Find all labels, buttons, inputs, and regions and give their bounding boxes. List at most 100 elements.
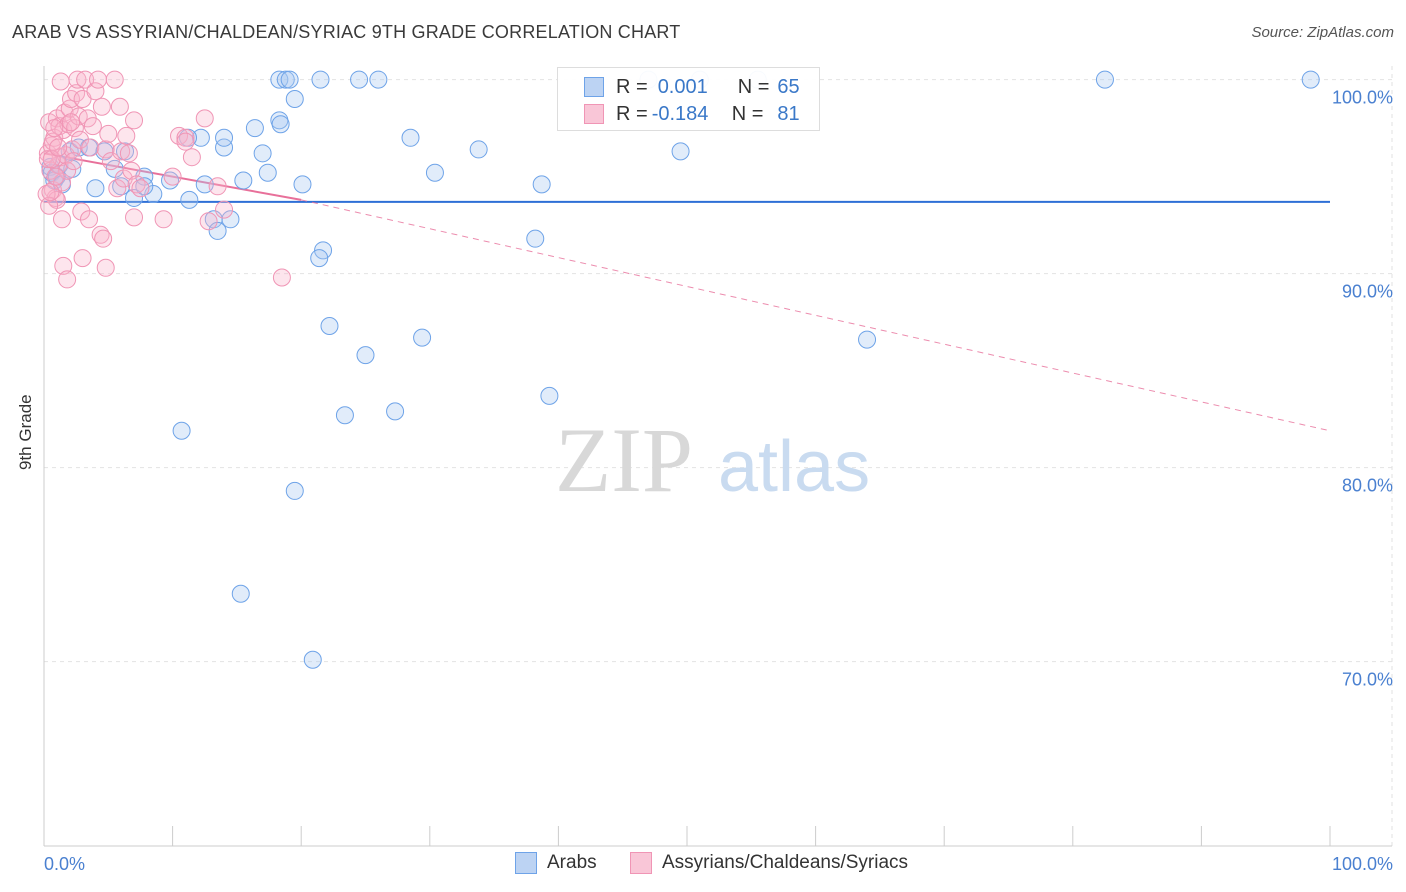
assyrians-point [72,202,91,221]
arabs-point [526,229,545,248]
assyrians-point [96,140,115,159]
r-label: R = [616,102,648,125]
assyrians-point [208,177,227,196]
x-tick-label: 100.0% [1332,854,1393,874]
arabs-point [311,70,330,89]
watermark-zip: ZIP [555,409,693,511]
arabs-point [234,171,253,190]
arabs-point [172,421,191,440]
arabs-point [401,128,420,147]
tick-labels: 70.0% 80.0% 90.0% 100.0% 0.0% 100.0% [44,88,1393,874]
arabs-point [350,70,369,89]
assyrians-point [105,70,124,89]
legend-row-assyrians: R = -0.184 N = 81 [558,101,800,127]
assyrians-point [46,167,65,186]
axes [43,66,1392,847]
assyrians-legend-swatch [630,852,652,874]
arabs-point [469,140,488,159]
assyrians-point [60,99,79,118]
assyrians-point [71,130,90,149]
watermark-atlas: atlas [718,427,870,507]
arabs-legend-label: Arabs [547,852,597,873]
assyrians-point [83,117,102,136]
assyrians-point [92,97,111,116]
arabs-point [191,128,210,147]
assyrians-point [45,119,64,138]
assyrians-point [110,97,129,116]
arabs-point [280,70,299,89]
trend-lines [43,152,1331,432]
watermark: ZIP atlas [555,409,870,511]
arabs-legend-swatch [515,852,537,874]
assyrians-point [163,167,182,186]
arabs-point [1095,70,1114,89]
assyrians-point [96,258,115,277]
arabs-point [532,175,551,194]
assyrians-point [125,208,144,227]
assyrians-point [199,212,218,231]
n-label: N = [731,102,764,125]
legend-item-arabs[interactable]: Arabs [515,852,597,874]
arabs-point [208,221,227,240]
arabs-point [215,138,234,157]
arabs-point [180,190,199,209]
arabs-point [413,328,432,347]
assyrians-point [54,256,73,275]
arabs-point [356,346,375,365]
x-tick-label: 0.0% [44,854,85,874]
assyrians-point [94,229,113,248]
assyrians-n-value: 81 [777,102,800,125]
assyrians-point [44,132,63,151]
assyrians-point [119,144,138,163]
assyrians-point [42,150,61,169]
assyrians-point [63,140,82,159]
chart-title: ARAB VS ASSYRIAN/CHALDEAN/SYRIAC 9TH GRA… [12,22,681,42]
assyrians-point [81,138,100,157]
legend-item-assyrians[interactable]: Assyrians/Chaldeans/Syriacs [630,852,908,874]
arabs-point [303,650,322,669]
arabs-point [335,406,354,425]
assyrians-point [131,179,150,198]
assyrians-point [58,270,77,289]
assyrians-point [51,72,70,91]
assyrians-point [195,109,214,128]
arabs-point [858,330,877,349]
arabs-point [270,70,289,89]
arabs-point [540,386,559,405]
arabs-swatch [584,77,604,97]
assyrians-point [89,70,108,89]
arabs-point [276,70,295,89]
arabs-point [425,163,444,182]
assyrians-point [38,150,57,169]
arabs-point [293,175,312,194]
assyrians-point [117,126,136,145]
arabs-point [221,210,240,229]
arabs-point [258,163,277,182]
y-tick-label: 70.0% [1342,670,1393,690]
assyrians-point [272,268,291,287]
series-legend: Arabs Assyrians/Chaldeans/Syriacs [0,852,1406,878]
correlation-legend: R = 0.001 N = 65 R = -0.184 N = 81 [557,67,820,131]
arabs-n-value: 65 [777,75,800,98]
assyrians-point [108,179,127,198]
arabs-point [231,584,250,603]
arabs-point [369,70,388,89]
assyrians-point [54,121,73,140]
assyrians-point [41,183,60,202]
assyrians-r-value: -0.184 [651,102,709,125]
assyrians-point [62,113,81,132]
arabs-point [386,402,405,421]
arabs-point [125,188,144,207]
y-tick-label: 80.0% [1342,476,1393,496]
gridlines [44,66,1393,846]
source-credit: Source: ZipAtlas.com [1251,24,1394,41]
assyrians-trend-extension [301,199,1331,432]
assyrians-point [73,249,92,268]
y-tick-label: 100.0% [1332,88,1393,108]
assyrians-point [125,111,144,130]
assyrians-point [53,210,72,229]
arabs-point [310,249,329,268]
arabs-points [41,70,1320,669]
assyrians-point [40,196,59,215]
y-tick-label: 90.0% [1342,282,1393,302]
